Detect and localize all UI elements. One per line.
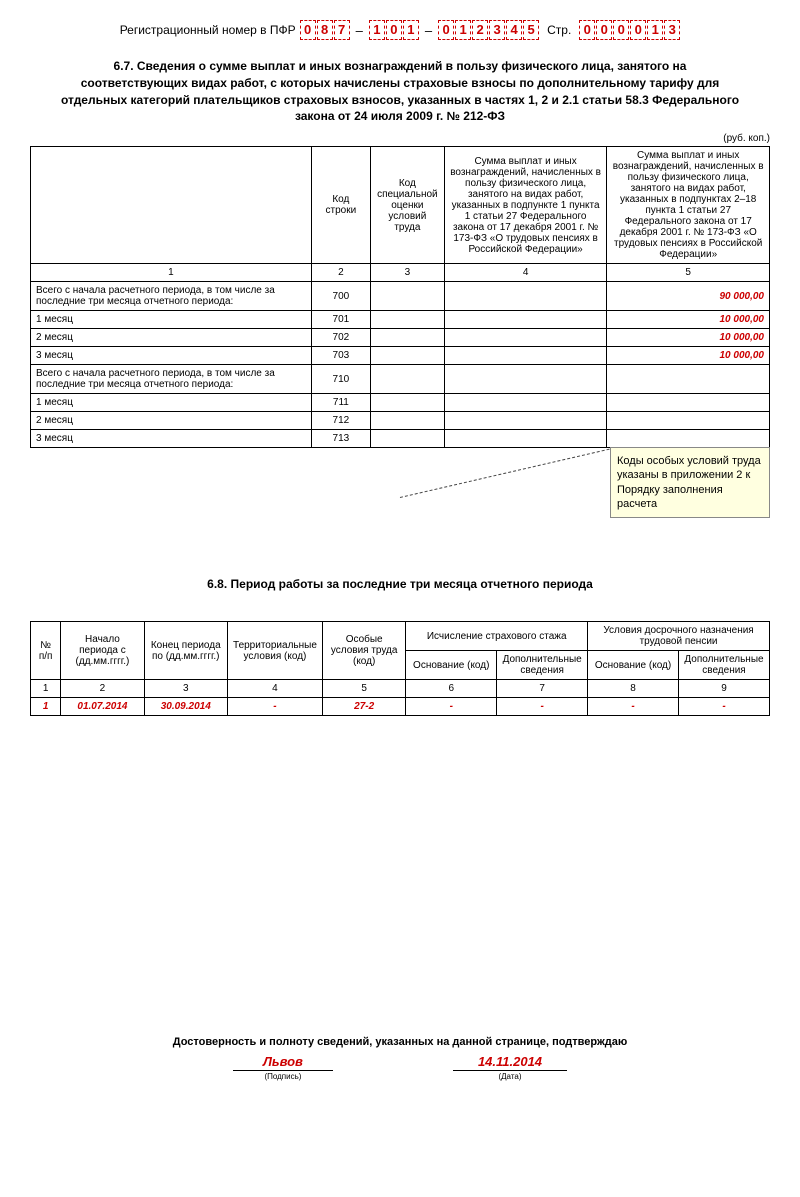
callout-text: Коды особых условий труда указаны в прил… (617, 455, 761, 510)
callout-wrap: Коды особых условий труда указаны в прил… (30, 447, 770, 547)
table-row: 3 месяц70310 000,00 (31, 347, 770, 365)
table-row: 1 месяц70110 000,00 (31, 311, 770, 329)
date-block: 14.11.2014 (Дата) (453, 1054, 567, 1081)
table-row: 2 месяц70210 000,00 (31, 329, 770, 347)
dash: – (425, 23, 432, 38)
table-row: 3 месяц713 (31, 430, 770, 448)
unit-label: (руб. коп.) (30, 133, 770, 144)
footer: Достоверность и полноту сведений, указан… (30, 1036, 770, 1081)
period-table: № п/п Начало периода с (дд.мм.гггг.) Кон… (30, 621, 770, 716)
signature-caption: (Подпись) (233, 1072, 333, 1081)
th-sum2: Сумма выплат и иных вознаграждений, начи… (607, 147, 770, 264)
reg-part1: 0 8 7 (300, 20, 350, 40)
page-label: Стр. (547, 23, 571, 37)
table-row: 1 месяц711 (31, 394, 770, 412)
table-row: Всего с начала расчетного периода, в том… (31, 282, 770, 311)
page-number: 0 0 0 0 1 3 (579, 20, 680, 40)
section-68-title: 6.8. Период работы за последние три меся… (30, 577, 770, 591)
th-blank (31, 147, 312, 264)
signature-block: Львов (Подпись) (233, 1054, 333, 1081)
table-row: 2 месяц712 (31, 412, 770, 430)
th-code: Код строки (311, 147, 370, 264)
signature-value: Львов (233, 1054, 333, 1071)
reg-part3: 0 1 2 3 4 5 (438, 20, 539, 40)
section-67-title: 6.7. Сведения о сумме выплат и иных возн… (60, 58, 740, 125)
date-value: 14.11.2014 (453, 1054, 567, 1071)
footer-title: Достоверность и полноту сведений, указан… (30, 1036, 770, 1048)
th-sout: Код специальной оценки условий труда (370, 147, 444, 264)
reg-part2: 1 0 1 (369, 20, 419, 40)
table-row: Всего с начала расчетного периода, в том… (31, 365, 770, 394)
date-caption: (Дата) (453, 1072, 567, 1081)
reg-label: Регистрационный номер в ПФР (120, 23, 296, 37)
callout-box: Коды особых условий труда указаны в прил… (610, 447, 770, 518)
period-row: 1 01.07.2014 30.09.2014 - 27-2 - - - - (31, 698, 770, 716)
dash: – (356, 23, 363, 38)
payments-table: Код строки Код специальной оценки услови… (30, 146, 770, 448)
registration-header: Регистрационный номер в ПФР 0 8 7 – 1 0 … (30, 20, 770, 40)
th-sum1: Сумма выплат и иных вознаграждений, начи… (444, 147, 607, 264)
